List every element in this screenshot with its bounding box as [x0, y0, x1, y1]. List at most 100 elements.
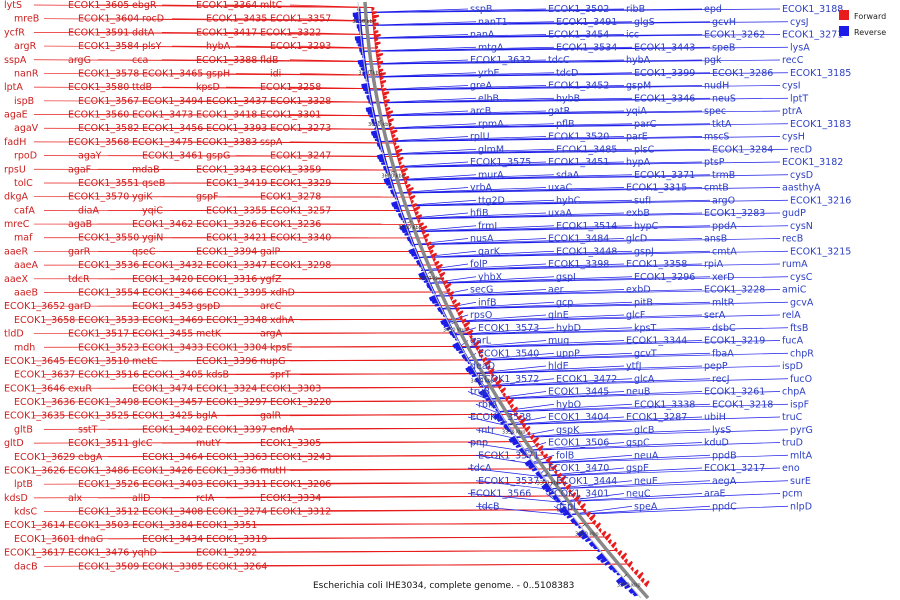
- forward-feature-arrow: [420, 225, 428, 232]
- reverse-gene-label: ECOK1_3404: [548, 412, 609, 423]
- forward-gene-label: ECOK1_3336: [196, 465, 257, 476]
- tick-label: 3300 kbp: [537, 481, 561, 487]
- forward-feature-arrow: [514, 411, 518, 417]
- forward-gene-label: ECOK1_3329: [270, 178, 331, 189]
- reverse-leader-line: [451, 327, 633, 336]
- forward-gene-label: nanR: [14, 68, 39, 79]
- forward-feature-arrow: [409, 194, 416, 201]
- forward-gene-label: ECOK1_3494: [142, 96, 203, 107]
- reverse-gene-label: speA: [634, 501, 658, 512]
- forward-feature-arrow: [497, 384, 503, 390]
- forward-gene-label: ECOK1_3601: [14, 534, 75, 545]
- forward-gene-label: ygiK: [132, 192, 153, 203]
- reverse-gene-label: ECOK1_3283: [704, 208, 765, 219]
- forward-feature-arrow: [439, 271, 446, 278]
- reverse-leader-line: [567, 505, 711, 516]
- forward-gene-label: lptA: [4, 82, 23, 93]
- reverse-gene-label: ansB: [704, 234, 727, 245]
- forward-gene-label: ECOK1_3652: [4, 301, 65, 312]
- forward-feature-arrow: [610, 541, 617, 549]
- reverse-feature-arrow: [592, 544, 600, 550]
- reverse-gene-label: dsbC: [712, 323, 736, 334]
- forward-leader-line: [289, 441, 536, 444]
- reverse-leader-line: [377, 136, 781, 143]
- legend: Forward Reverse: [839, 10, 886, 37]
- reverse-gene-label: glcD: [626, 234, 647, 245]
- legend-reverse-label: Reverse: [854, 28, 886, 37]
- forward-gene-label: mdh: [14, 342, 35, 353]
- forward-gene-label: dkgA: [4, 192, 29, 203]
- reverse-gene-label: ribB: [626, 4, 645, 15]
- reverse-gene-label: ttg2D: [478, 195, 505, 206]
- forward-gene-label: ECOK1_3509: [78, 561, 139, 572]
- reverse-gene-label: pepP: [704, 361, 728, 372]
- reverse-gene-label: yrbA: [470, 183, 493, 194]
- forward-gene-label: ebgA: [78, 452, 103, 463]
- forward-feature-arrow: [542, 453, 549, 460]
- forward-gene-label: ECOK1_3312: [270, 507, 331, 518]
- forward-gene-label: ECOK1_3305: [260, 438, 321, 449]
- reverse-gene-label: spec: [704, 106, 726, 117]
- tick-label: 3350 kbp: [502, 430, 526, 436]
- reverse-gene-label: trmB: [712, 170, 735, 181]
- reverse-leader-line: [357, 21, 789, 26]
- forward-gene-label: ECOK1_3466: [142, 288, 203, 299]
- forward-feature-arrow: [463, 321, 471, 329]
- forward-leader-line: [299, 454, 545, 458]
- reverse-gene-label: recC: [782, 55, 804, 66]
- reverse-gene-label: nanA: [470, 30, 495, 41]
- forward-gene-label: ECOK1_3303: [260, 383, 321, 394]
- reverse-leader-line: [451, 327, 789, 336]
- reverse-leader-line: [388, 174, 789, 181]
- reverse-gene-label: rbfA: [478, 399, 498, 410]
- forward-gene-label: ECOK1_3324: [196, 383, 257, 394]
- reverse-gene-label: ECOK1_3444: [556, 476, 617, 487]
- reverse-gene-label: rplU: [470, 132, 490, 143]
- reverse-gene-label: cysD: [790, 170, 813, 181]
- reverse-gene-label: serA: [704, 310, 726, 321]
- forward-gene-label: ECOK1_3461: [142, 151, 203, 162]
- forward-gene-label: ECOK1_3206: [270, 479, 331, 490]
- reverse-gene-label: rumA: [782, 259, 808, 270]
- forward-gene-label: ECOK1_3636: [14, 397, 75, 408]
- reverse-gene-label: ECOK1_3443: [634, 42, 695, 53]
- forward-gene-label: ECOK1_3473: [132, 110, 193, 121]
- forward-gene-label: rocD: [142, 14, 164, 25]
- reverse-gene-label: gudP: [782, 208, 806, 219]
- forward-gene-label: ECOK1_3591: [68, 27, 129, 38]
- reverse-leader-line: [356, 8, 781, 13]
- reverse-leader-line: [438, 301, 789, 310]
- forward-gene-label: sspA: [4, 55, 27, 66]
- forward-gene-label: ygiN: [142, 233, 163, 244]
- forward-feature-arrow: [509, 403, 514, 410]
- reverse-leader-line: [400, 212, 469, 220]
- forward-feature-arrow: [378, 72, 386, 78]
- reverse-gene-label: mtgA: [478, 42, 504, 53]
- forward-gene-label: garD: [68, 301, 91, 312]
- forward-gene-label: ECOK1_3322: [260, 27, 321, 38]
- reverse-gene-label: gatR: [548, 106, 571, 117]
- forward-gene-label: ECOK1_3476: [68, 548, 129, 559]
- forward-gene-label: ECOK1_3462: [132, 219, 193, 230]
- forward-feature-arrow: [374, 45, 379, 51]
- forward-gene-label: agaV: [14, 123, 39, 134]
- forward-gene-label: ECOK1_3433: [142, 342, 203, 353]
- forward-gene-label: gspG: [206, 151, 230, 162]
- forward-feature-arrow: [488, 367, 495, 375]
- forward-feature-arrow: [451, 299, 457, 305]
- forward-gene-label: ECOK1_3347: [206, 260, 267, 271]
- forward-feature-arrow: [461, 318, 467, 325]
- forward-feature-arrow: [389, 126, 395, 132]
- forward-gene-label: ECOK1_3516: [78, 370, 139, 381]
- feature-arrows: [352, 7, 650, 597]
- forward-feature-arrow: [521, 423, 527, 429]
- forward-gene-label: ECOK1_3388: [196, 55, 257, 66]
- reverse-leader-line: [458, 340, 625, 349]
- genome-caption: Escherichia coli IHE3034, complete genom…: [313, 581, 574, 591]
- reverse-leader-line: [529, 454, 711, 464]
- forward-gene-label: ECOK1_3486: [68, 465, 129, 476]
- reverse-gene-label: uxaA: [548, 208, 572, 219]
- reverse-leader-line: [547, 480, 633, 490]
- forward-gene-label: ECOK1_3236: [260, 219, 321, 230]
- forward-feature-arrow: [607, 538, 612, 545]
